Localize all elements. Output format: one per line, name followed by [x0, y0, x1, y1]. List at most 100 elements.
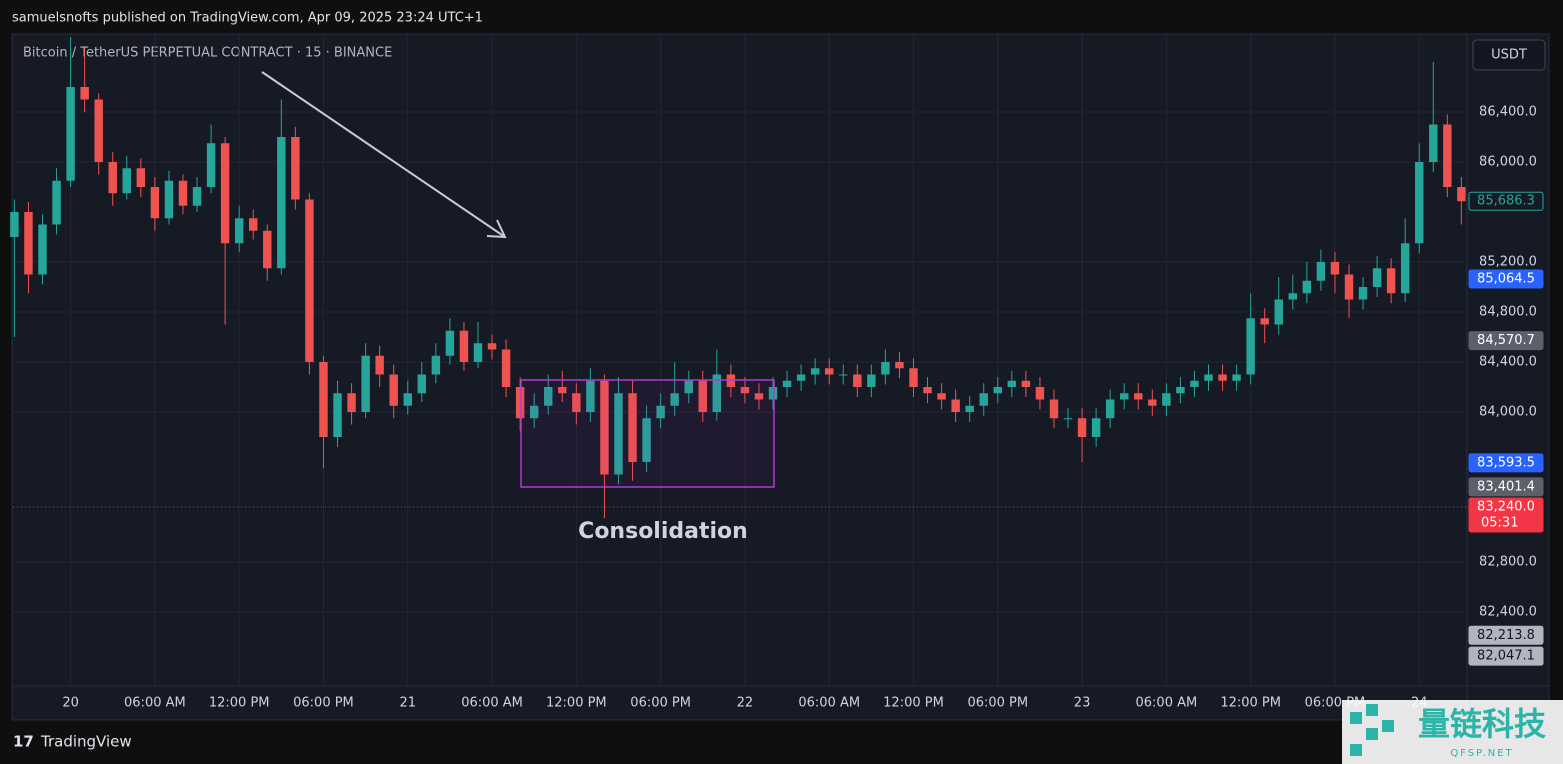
candle — [277, 99, 286, 275]
candle-body — [1148, 399, 1157, 406]
candle — [923, 377, 932, 404]
candle-body — [305, 199, 314, 362]
candle — [824, 358, 834, 385]
x-tick-label: 12:00 PM — [1220, 696, 1281, 711]
watermark-bg — [1342, 700, 1563, 764]
symbol-title: Bitcoin / TetherUS PERPETUAL CONTRACT · … — [23, 46, 392, 61]
annotation: Consolidation — [578, 519, 748, 544]
candle — [136, 158, 146, 197]
candle-body — [515, 387, 525, 419]
candle-body — [1457, 187, 1466, 202]
x-tick-label: 22 — [737, 696, 754, 711]
candle — [1007, 370, 1017, 397]
candle-body — [1176, 387, 1185, 394]
candle-body — [712, 374, 722, 412]
candle — [150, 177, 160, 231]
candle-body — [628, 393, 637, 462]
candle — [1176, 377, 1185, 404]
candle-body — [164, 180, 174, 219]
candle-body — [1274, 299, 1283, 325]
candle — [234, 205, 244, 252]
candle — [656, 393, 665, 429]
candle — [1134, 383, 1143, 410]
x-tick-label: 06:00 PM — [967, 696, 1028, 711]
candle — [1063, 408, 1073, 429]
candle — [52, 168, 61, 235]
x-tick-label: 12:00 PM — [546, 696, 607, 711]
currency[interactable]: USDT — [1491, 48, 1527, 63]
candle — [979, 383, 988, 416]
candle — [1344, 264, 1354, 319]
candle-body — [417, 374, 427, 394]
candle — [642, 405, 651, 472]
candle-body — [24, 212, 33, 275]
chart-panel — [11, 33, 1550, 721]
candle-body — [586, 380, 595, 412]
y-tick-label: 84,800.0 — [1479, 305, 1537, 320]
footer: TradingView — [40, 733, 132, 751]
candle — [586, 368, 595, 422]
candle-body — [909, 368, 918, 387]
candle — [1358, 277, 1368, 310]
candle-body — [1021, 380, 1031, 387]
candle-body — [1007, 380, 1017, 387]
consolidation-box — [520, 379, 775, 488]
candle-body — [867, 374, 876, 387]
candle — [1386, 258, 1396, 304]
candle — [614, 377, 623, 485]
candle-body — [487, 343, 497, 350]
candle — [1162, 383, 1171, 416]
candle — [375, 345, 384, 387]
candle — [937, 383, 946, 410]
candle-body — [881, 362, 890, 375]
candle-body — [1316, 262, 1326, 281]
x-tick-label: 06:00 AM — [124, 696, 186, 711]
candle — [1035, 377, 1045, 410]
candle-body — [1204, 374, 1213, 381]
candle-body — [249, 218, 258, 231]
candle — [529, 393, 539, 429]
watermark-logo — [1350, 704, 1394, 756]
candle-body — [136, 168, 146, 187]
candle — [192, 177, 202, 212]
candle-body — [1120, 393, 1129, 400]
candle — [965, 395, 974, 422]
candle-body — [1162, 393, 1171, 406]
candle — [782, 370, 792, 397]
candle — [1190, 370, 1199, 397]
candle-body — [150, 187, 160, 219]
x-tick-label: 06:00 AM — [1136, 696, 1198, 711]
candle-body — [1443, 124, 1452, 187]
price-label-box — [1468, 191, 1544, 211]
candle-body — [993, 387, 1003, 394]
candle-body — [333, 393, 342, 437]
candle-body — [768, 387, 778, 400]
candle — [431, 343, 441, 384]
currency-button[interactable] — [1472, 39, 1546, 71]
candle-body — [670, 393, 679, 406]
candle-body — [1105, 399, 1115, 419]
candle — [909, 358, 918, 397]
y-tick-label: 86,000.0 — [1479, 155, 1537, 170]
candle-body — [52, 180, 61, 225]
candle — [1204, 364, 1213, 391]
price-label: 85,064.5 — [1477, 271, 1535, 286]
candle — [10, 199, 19, 337]
candle — [319, 355, 328, 469]
candle — [1400, 218, 1410, 302]
candle — [768, 377, 778, 410]
candle-body — [1386, 268, 1396, 294]
x-tick-label: 06:00 AM — [461, 696, 523, 711]
candle-body — [1400, 243, 1410, 294]
candle-body — [572, 393, 581, 412]
candle — [853, 364, 862, 397]
y-tick-label: 82,400.0 — [1479, 605, 1537, 620]
candle — [459, 322, 469, 371]
price-label: 83,593.5 — [1477, 455, 1535, 470]
candle-body — [1063, 418, 1073, 420]
candle-body — [1077, 418, 1087, 437]
candle — [993, 377, 1003, 404]
y-tick-label: 84,000.0 — [1479, 405, 1537, 420]
candle — [1429, 62, 1438, 172]
